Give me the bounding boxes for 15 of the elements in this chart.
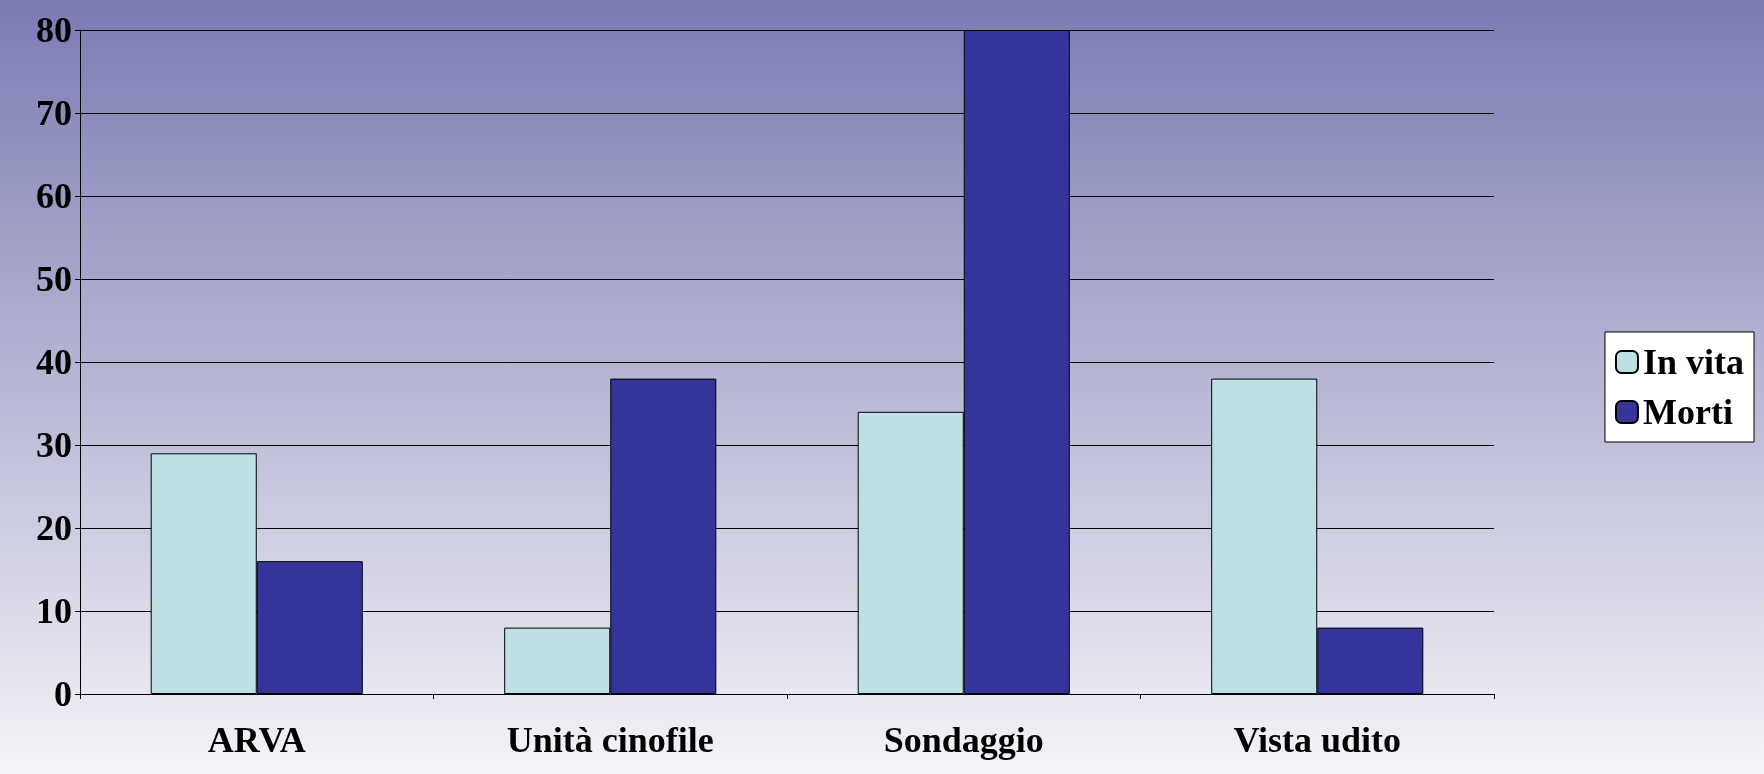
y-tick-label: 10 bbox=[36, 591, 72, 631]
y-tick-label: 70 bbox=[36, 93, 72, 133]
y-tick-label: 50 bbox=[36, 259, 72, 299]
y-tick-label: 0 bbox=[54, 674, 72, 714]
x-tick-label: Sondaggio bbox=[883, 720, 1044, 760]
y-tick-label: 30 bbox=[36, 425, 72, 465]
x-tick-label: ARVA bbox=[207, 720, 306, 760]
y-tick-label: 60 bbox=[36, 176, 72, 216]
x-tick-label: Vista udito bbox=[1233, 720, 1402, 760]
x-tick-label: Unità cinofile bbox=[506, 720, 714, 760]
legend-label: In vita bbox=[1642, 342, 1745, 382]
y-tick-label: 40 bbox=[36, 342, 72, 382]
y-tick-label: 20 bbox=[36, 508, 72, 548]
legend-label: Morti bbox=[1642, 392, 1733, 432]
y-tick-label: 80 bbox=[36, 10, 72, 50]
